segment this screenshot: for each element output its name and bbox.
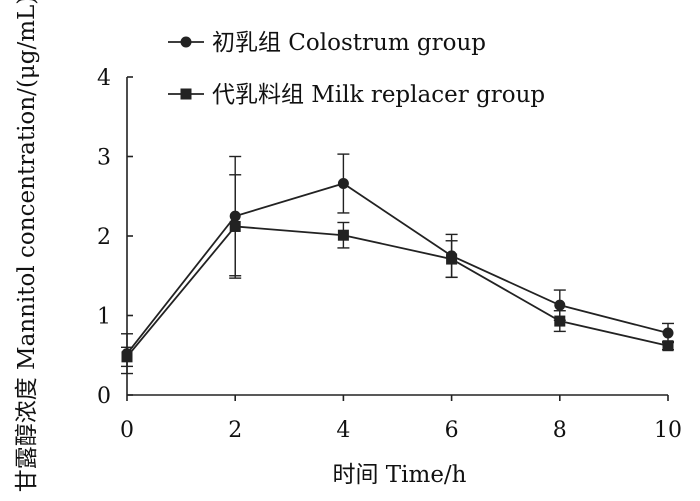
data-point — [229, 220, 241, 232]
x-tick-label: 10 — [654, 418, 682, 443]
legend-item-2: 代乳料组 Milk replacer group — [168, 82, 545, 108]
legend: 初乳组 Colostrum group 代乳料组 Milk replacer gr… — [168, 30, 545, 108]
series-2 — [121, 174, 674, 368]
x-axis-title: 时间 Time/h — [333, 462, 467, 488]
data-point — [662, 340, 674, 352]
series-layer — [121, 153, 674, 375]
x-tick-label: 4 — [336, 418, 350, 443]
x-tick-label: 6 — [445, 418, 459, 443]
legend-marker — [180, 88, 192, 100]
legend-label: 代乳料组 Milk replacer group — [212, 82, 545, 108]
y-axis-title: 甘露醇浓度 Mannitol concentration/(μg/mL) — [14, 0, 40, 492]
data-point — [662, 327, 674, 339]
y-tick-label: 1 — [97, 305, 111, 330]
y-tick-label: 0 — [97, 384, 111, 409]
x-ticks: 0 2 4 6 8 10 — [120, 395, 682, 443]
y-tick-label: 3 — [97, 146, 111, 171]
y-tick-label: 2 — [97, 225, 111, 250]
y-ticks: 0 1 2 3 4 — [97, 66, 133, 409]
series-line — [126, 182, 669, 355]
legend-marker — [180, 36, 192, 48]
data-point — [337, 229, 349, 241]
data-point — [554, 315, 566, 327]
data-point — [554, 299, 566, 311]
axes — [126, 77, 668, 396]
x-tick-label: 8 — [553, 418, 567, 443]
data-point — [337, 178, 349, 190]
legend-item-1: 初乳组 Colostrum group — [168, 30, 486, 56]
legend-label: 初乳组 Colostrum group — [212, 30, 486, 56]
y-tick-label: 4 — [97, 66, 111, 91]
x-tick-label: 2 — [228, 418, 242, 443]
data-point — [121, 351, 133, 363]
data-point — [446, 253, 458, 265]
series-line — [126, 225, 669, 358]
x-tick-label: 0 — [120, 418, 134, 443]
